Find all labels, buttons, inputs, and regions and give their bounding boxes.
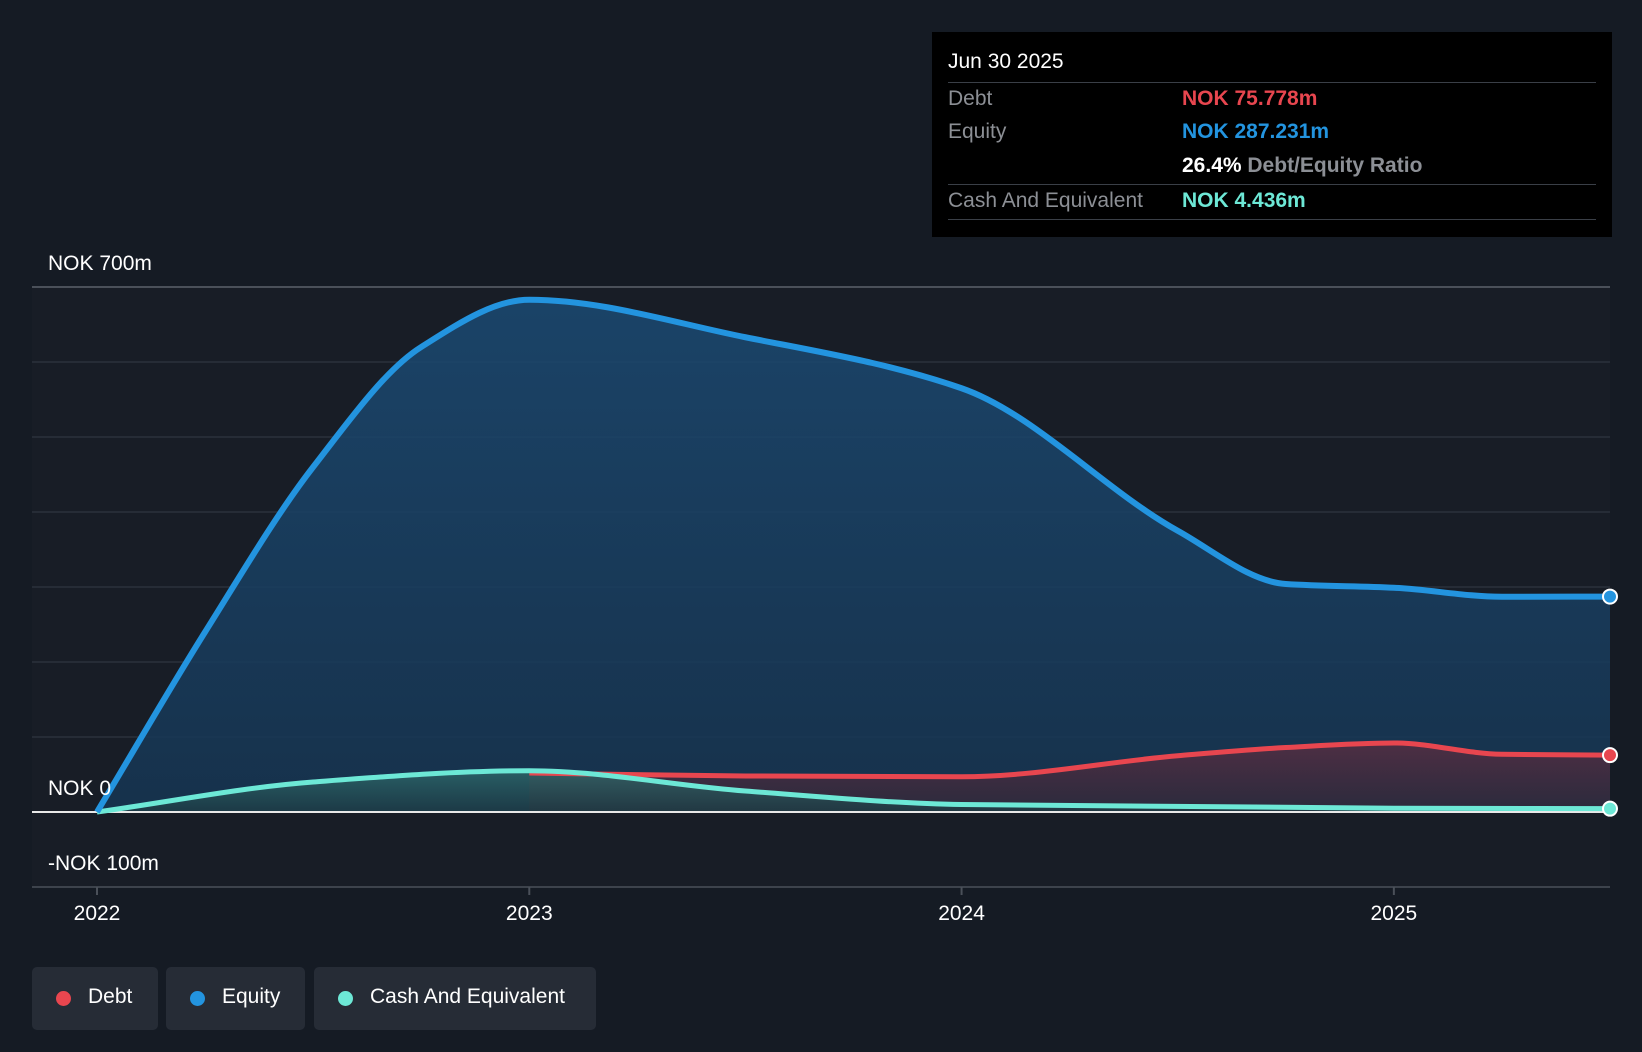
tooltip-equity-row: Equity NOK 287.231m: [948, 116, 1596, 150]
legend-label-debt: Debt: [88, 985, 133, 1008]
tooltip-cash-row: Cash And Equivalent NOK 4.436m: [948, 184, 1596, 220]
debt-end-marker: [1602, 747, 1618, 764]
tooltip-ratio-label: Debt/Equity Ratio: [1247, 154, 1423, 177]
end-markers: [1602, 588, 1618, 817]
tooltip-cash-label: Cash And Equivalent: [948, 189, 1143, 212]
tooltip-debt-value: NOK 75.778m: [1182, 87, 1318, 110]
tooltip-date: Jun 30 2025: [948, 50, 1064, 73]
tooltip-equity-value: NOK 287.231m: [1182, 120, 1330, 143]
equity-end-marker: [1602, 588, 1618, 605]
equity-line: [94, 296, 1611, 814]
tooltip-ratio-value: 26.4%: [1182, 154, 1242, 177]
cash-area: [97, 770, 1610, 812]
tooltip-debt-row: Debt NOK 75.778m: [948, 82, 1596, 117]
cash-dot-icon: [338, 991, 353, 1006]
tooltip: Jun 30 2025 Debt NOK 75.778m Equity NOK …: [932, 32, 1612, 237]
x-tick-label-2025: 2025: [1370, 902, 1417, 925]
legend-item-cash[interactable]: Cash And Equivalent: [314, 967, 596, 1030]
tooltip-cash-value: NOK 4.436m: [1182, 189, 1306, 212]
legend-label-cash: Cash And Equivalent: [370, 985, 565, 1008]
legend-item-debt[interactable]: Debt: [32, 967, 158, 1030]
tooltip-equity-label: Equity: [948, 120, 1007, 143]
x-tick-label-2024: 2024: [938, 902, 985, 925]
legend-item-equity[interactable]: Equity: [166, 967, 305, 1030]
cash-end-marker: [1602, 800, 1618, 817]
x-tick-label-2023: 2023: [506, 902, 553, 925]
debt-line: [529, 740, 1611, 780]
y-tick-label-minus-100m: -NOK 100m: [48, 852, 159, 875]
tooltip-ratio-row: 26.4% Debt/Equity Ratio: [948, 150, 1596, 184]
equity-dot-icon: [190, 991, 205, 1006]
equity-area: [97, 299, 1610, 812]
y-tick-label-700m: NOK 700m: [48, 252, 152, 275]
y-tick-label-0: NOK 0: [48, 777, 111, 800]
legend-label-equity: Equity: [222, 985, 281, 1008]
tooltip-ratio: 26.4% Debt/Equity Ratio: [1182, 154, 1422, 178]
cash-line: [96, 768, 1611, 815]
debt-dot-icon: [56, 991, 71, 1006]
x-ticks: 2022 2023 2024 2025: [74, 887, 1417, 925]
tooltip-debt-label: Debt: [948, 87, 993, 110]
x-tick-label-2022: 2022: [74, 902, 121, 925]
